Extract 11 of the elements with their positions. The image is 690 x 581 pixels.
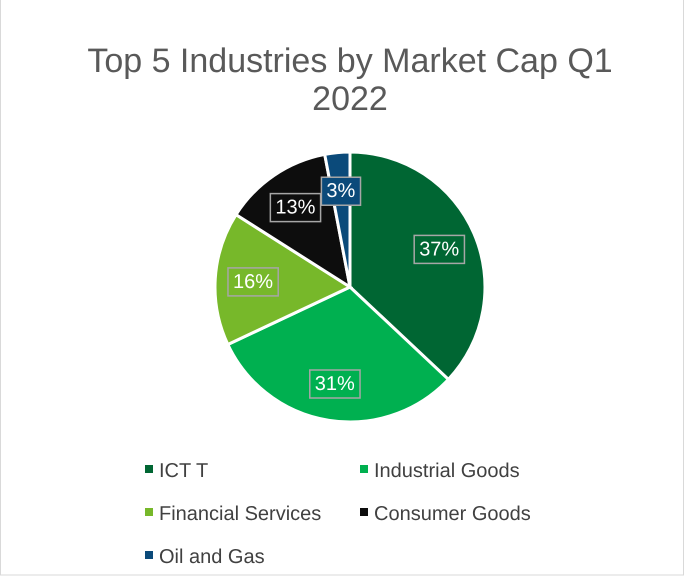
- legend-label: ICT T: [159, 460, 208, 482]
- legend-label: Industrial Goods: [374, 460, 520, 482]
- legend-label: Oil and Gas: [159, 546, 265, 568]
- legend-label: Financial Services: [159, 503, 322, 525]
- data-label: 16%: [232, 270, 274, 293]
- data-label: 31%: [314, 373, 356, 396]
- data-label: 37%: [419, 238, 460, 260]
- legend-label: Consumer Goods: [374, 503, 531, 525]
- chart-title: Top 5 Industries by Market Cap Q1 2022: [87, 42, 613, 118]
- data-label: 13%: [275, 196, 316, 219]
- data-label: 3%: [326, 180, 356, 202]
